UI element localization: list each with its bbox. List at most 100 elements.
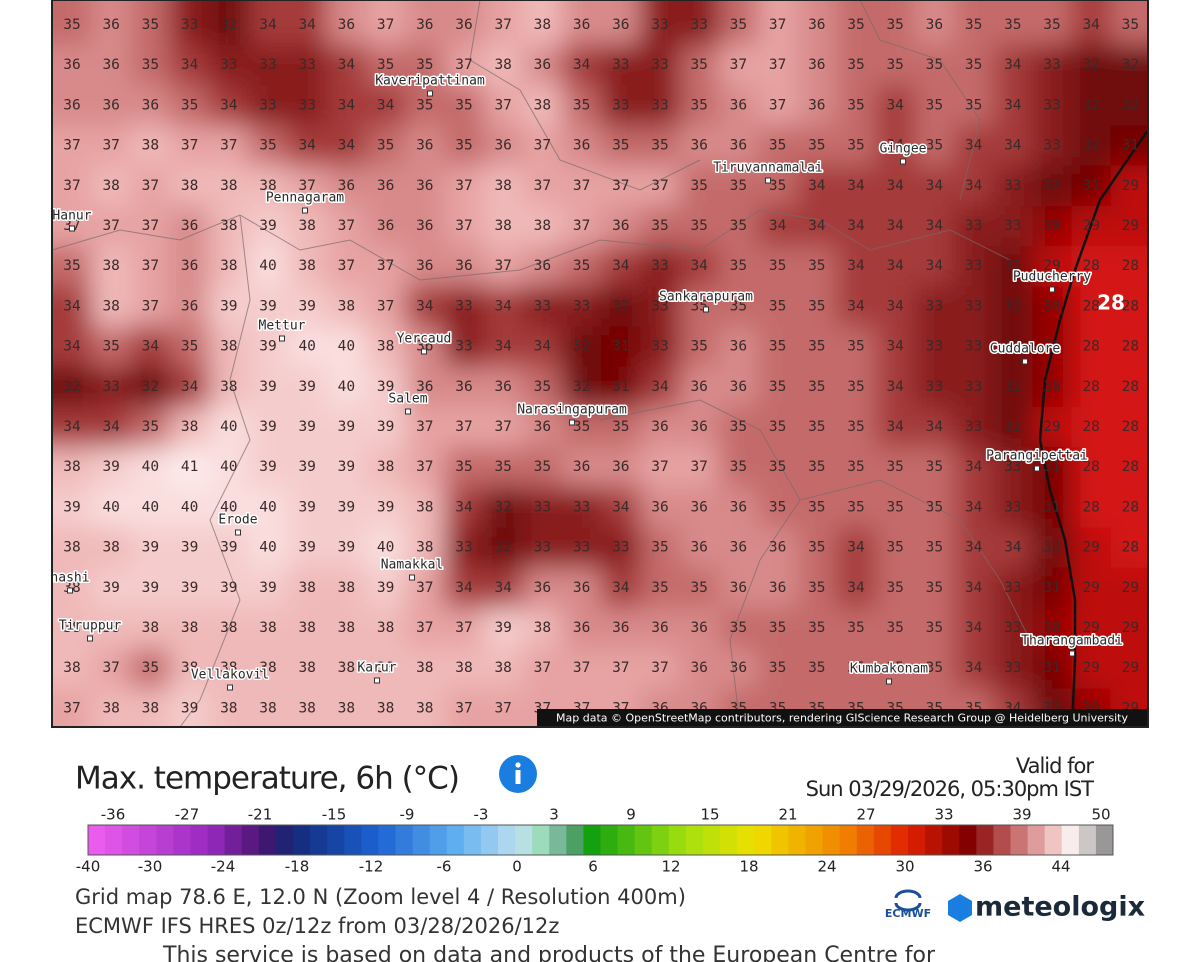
colorbar-top-label: 9	[626, 806, 636, 824]
heat-cell	[366, 607, 407, 650]
heat-cell	[522, 205, 563, 248]
heat-cell	[954, 85, 995, 127]
grid-value: 33	[259, 97, 276, 113]
colorbar-swatch	[703, 825, 721, 855]
grid-value: 36	[63, 57, 80, 73]
heat-cell	[91, 406, 132, 449]
town-dot	[1034, 465, 1040, 472]
grid-value: 33	[690, 17, 707, 33]
heat-cell	[130, 205, 171, 248]
town-dot	[421, 348, 427, 355]
heat-cell	[522, 648, 563, 690]
heat-cell	[209, 567, 250, 609]
grid-value: 34	[847, 540, 865, 556]
town-label: Gingee	[880, 142, 927, 157]
heat-cell	[1032, 45, 1073, 87]
heat-cell	[718, 205, 759, 248]
grid-value: 35	[769, 379, 786, 395]
heat-cell	[640, 125, 681, 167]
heat-cell	[405, 406, 446, 449]
heat-cell	[483, 205, 524, 248]
heat-cell	[130, 688, 171, 727]
grid-value: 35	[181, 97, 198, 113]
colorbar-swatch	[412, 825, 431, 855]
grid-value: 34	[886, 138, 904, 154]
heat-cell	[366, 205, 407, 248]
heat-cell	[758, 85, 799, 127]
heat-cell	[326, 165, 367, 207]
heat-cell	[601, 527, 642, 569]
heat-cell	[993, 286, 1034, 328]
grid-value: 35	[377, 57, 394, 73]
value-grid: 35 36 35 33 32 34 34 36 37 36 36 37 38 36 36 33 33 35 37 36…	[63, 17, 1139, 716]
grid-value: 35	[808, 660, 825, 676]
grid-value: 33	[573, 499, 590, 515]
grid-value: 28	[1082, 499, 1099, 515]
grid-value: 38	[220, 178, 237, 194]
grid-value: 32	[1082, 138, 1099, 154]
grid-value: 36	[377, 218, 394, 234]
heat-cell	[130, 406, 171, 449]
heat-cell	[954, 406, 995, 449]
grid-value: 31	[612, 379, 629, 395]
grid-value: 38	[220, 620, 237, 636]
heat-cell	[1032, 607, 1073, 650]
grid-value: 35	[926, 57, 943, 73]
grid-value: 34	[534, 339, 552, 355]
heat-cell	[836, 406, 877, 449]
grid-value: 37	[730, 57, 747, 73]
heat-cell	[679, 607, 720, 650]
grid-value: 38	[534, 218, 551, 234]
heat-cell	[562, 205, 603, 248]
heat-cell	[758, 406, 799, 449]
heat-cell	[640, 487, 681, 529]
heat-cell	[954, 125, 995, 167]
heat-cell	[52, 0, 93, 47]
heat-cell	[601, 205, 642, 248]
heat-cell	[1032, 648, 1073, 690]
heat-cell	[444, 0, 485, 47]
grid-value: 28	[1082, 298, 1099, 314]
heat-cell	[483, 406, 524, 449]
grid-value: 39	[220, 580, 237, 596]
heat-cell	[1032, 125, 1073, 167]
colorbar-swatch	[617, 825, 636, 855]
heat-cell	[679, 567, 720, 609]
info-icon[interactable]	[499, 755, 537, 793]
grid-value: 35	[847, 620, 864, 636]
heat-cell	[405, 165, 446, 207]
heat-cell	[797, 125, 838, 167]
grid-value: 36	[769, 580, 786, 596]
heat-cell	[1071, 607, 1112, 650]
grid-value: 36	[534, 258, 551, 274]
grid-value: 34	[926, 419, 944, 435]
heat-cell	[91, 648, 132, 690]
grid-value: 35	[534, 379, 551, 395]
grid-value: 33	[926, 339, 943, 355]
heat-cell	[130, 246, 171, 288]
grid-value: 36	[730, 339, 747, 355]
grid-value: 38	[142, 138, 159, 154]
attribution-bg	[537, 709, 1148, 727]
heat-cell	[209, 286, 250, 328]
heat-cell	[718, 165, 759, 207]
heat-cell	[601, 286, 642, 328]
heat-cell	[91, 286, 132, 328]
grid-value: 36	[494, 379, 511, 395]
grid-value: 39	[494, 620, 511, 636]
heat-cell	[1110, 205, 1148, 248]
grid-value: 35	[847, 17, 864, 33]
grid-value: 34	[1004, 97, 1022, 113]
heat-cell	[52, 447, 93, 489]
heat-cell	[1071, 286, 1112, 328]
grid-value: 34	[965, 178, 983, 194]
grid-value: 39	[377, 499, 394, 515]
grid-value: 38	[338, 660, 355, 676]
heat-cell	[640, 286, 681, 328]
grid-value: 35	[926, 97, 943, 113]
heat-cell	[287, 85, 328, 127]
heat-cell	[366, 567, 407, 609]
heat-cell	[993, 0, 1034, 47]
grid-value: 36	[102, 57, 119, 73]
heat-cell	[444, 487, 485, 529]
